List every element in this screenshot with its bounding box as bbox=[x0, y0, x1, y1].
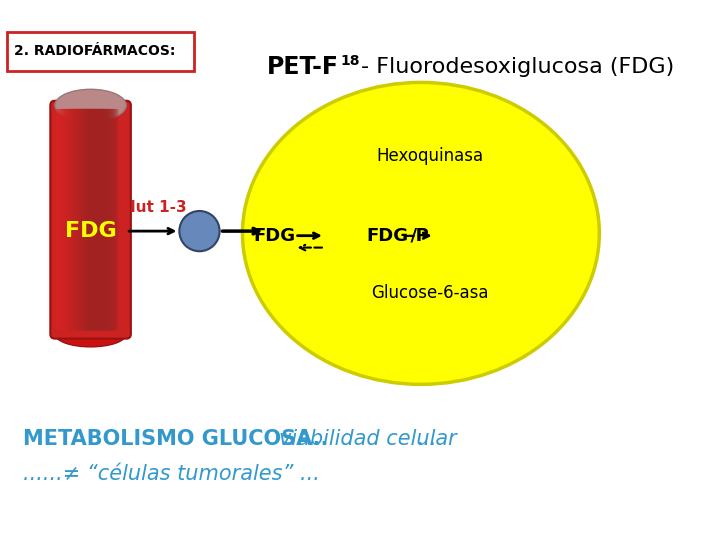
Ellipse shape bbox=[243, 83, 599, 384]
Ellipse shape bbox=[55, 321, 126, 347]
FancyBboxPatch shape bbox=[77, 109, 110, 330]
Text: Hexoquinasa: Hexoquinasa bbox=[377, 147, 484, 165]
Text: viabilidad celular: viabilidad celular bbox=[279, 429, 456, 449]
FancyBboxPatch shape bbox=[63, 109, 99, 330]
FancyBboxPatch shape bbox=[65, 109, 100, 330]
Text: 2. RADIOFÁRMACOS:: 2. RADIOFÁRMACOS: bbox=[14, 44, 175, 58]
Circle shape bbox=[179, 211, 220, 251]
FancyBboxPatch shape bbox=[76, 109, 109, 330]
FancyBboxPatch shape bbox=[79, 109, 112, 330]
Text: 18: 18 bbox=[341, 55, 360, 69]
FancyBboxPatch shape bbox=[86, 109, 117, 330]
FancyBboxPatch shape bbox=[66, 109, 102, 330]
Text: FDG: FDG bbox=[65, 221, 117, 241]
Text: - Fluorodesoxiglucosa (FDG): - Fluorodesoxiglucosa (FDG) bbox=[361, 57, 675, 77]
FancyBboxPatch shape bbox=[58, 109, 94, 330]
FancyBboxPatch shape bbox=[54, 109, 91, 330]
Text: METABOLISMO GLUCOSA..: METABOLISMO GLUCOSA.. bbox=[23, 429, 328, 449]
FancyBboxPatch shape bbox=[59, 109, 96, 330]
FancyBboxPatch shape bbox=[84, 109, 116, 330]
Text: ...: ... bbox=[416, 429, 436, 449]
FancyBboxPatch shape bbox=[7, 32, 194, 71]
FancyBboxPatch shape bbox=[88, 109, 119, 330]
FancyBboxPatch shape bbox=[61, 109, 97, 330]
FancyBboxPatch shape bbox=[55, 109, 93, 330]
FancyBboxPatch shape bbox=[72, 109, 106, 330]
Text: Glut 1-3: Glut 1-3 bbox=[119, 200, 187, 214]
FancyBboxPatch shape bbox=[81, 109, 113, 330]
Ellipse shape bbox=[55, 89, 126, 122]
Text: FDG-P: FDG-P bbox=[366, 227, 428, 245]
Text: -/: -/ bbox=[403, 227, 417, 245]
Text: Glucose-6-asa: Glucose-6-asa bbox=[372, 284, 489, 302]
Text: PET-F: PET-F bbox=[266, 55, 338, 79]
FancyBboxPatch shape bbox=[68, 109, 103, 330]
FancyBboxPatch shape bbox=[70, 109, 104, 330]
Text: FDG: FDG bbox=[253, 227, 296, 245]
FancyBboxPatch shape bbox=[73, 109, 107, 330]
FancyBboxPatch shape bbox=[50, 101, 131, 339]
FancyBboxPatch shape bbox=[83, 109, 114, 330]
Text: ......≠ “células tumorales” ...: ......≠ “células tumorales” ... bbox=[23, 464, 320, 484]
